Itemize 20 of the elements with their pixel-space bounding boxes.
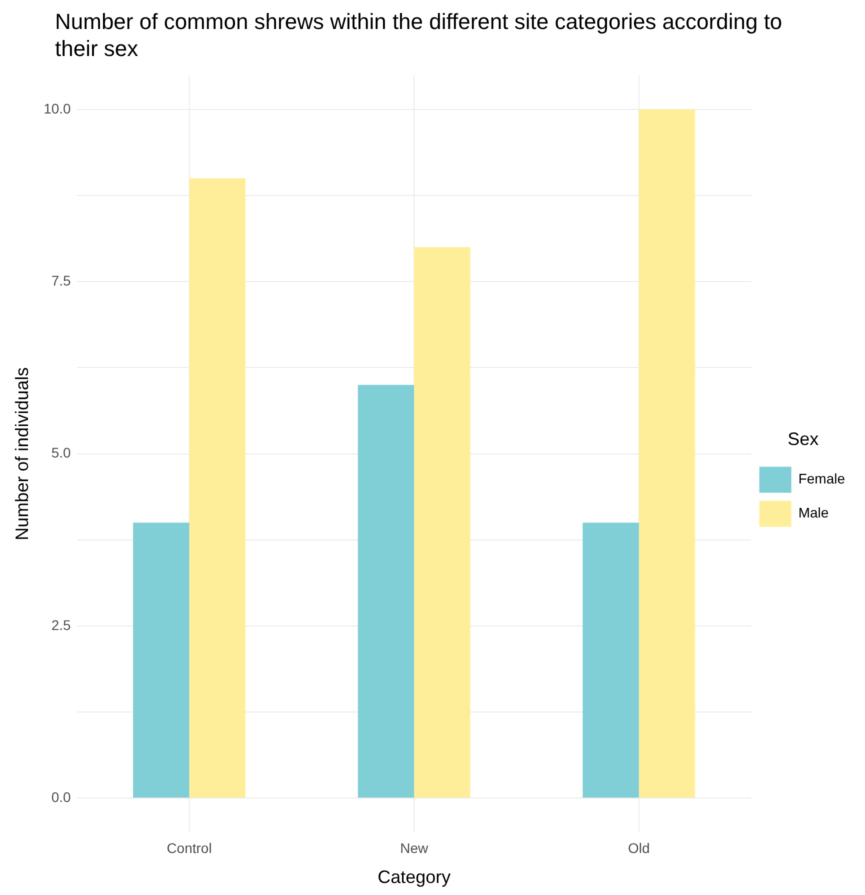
bar xyxy=(582,522,639,798)
bar xyxy=(638,109,696,798)
y-tick-label: 5.0 xyxy=(51,444,72,461)
x-axis-title: Category xyxy=(378,867,451,888)
y-tick-label: 10.0 xyxy=(44,100,72,116)
y-axis-title: Number of individuals xyxy=(12,367,32,540)
bar xyxy=(414,247,470,798)
bar xyxy=(358,384,414,798)
y-tick-label: 2.5 xyxy=(51,616,72,633)
bar xyxy=(133,522,190,798)
y-tick-label: 0.0 xyxy=(51,789,72,806)
bar xyxy=(189,178,246,798)
legend-label: Male xyxy=(798,504,829,521)
x-tick-label: Old xyxy=(628,840,650,856)
chart-title: Number of common shrews within the different site categories according to their sex xyxy=(55,8,784,62)
legend-label: Female xyxy=(798,470,846,487)
legend-title: Sex xyxy=(788,429,819,450)
x-tick-label: New xyxy=(400,840,429,856)
y-tick-label: 7.5 xyxy=(51,272,72,288)
x-tick-label: Control xyxy=(166,840,212,856)
